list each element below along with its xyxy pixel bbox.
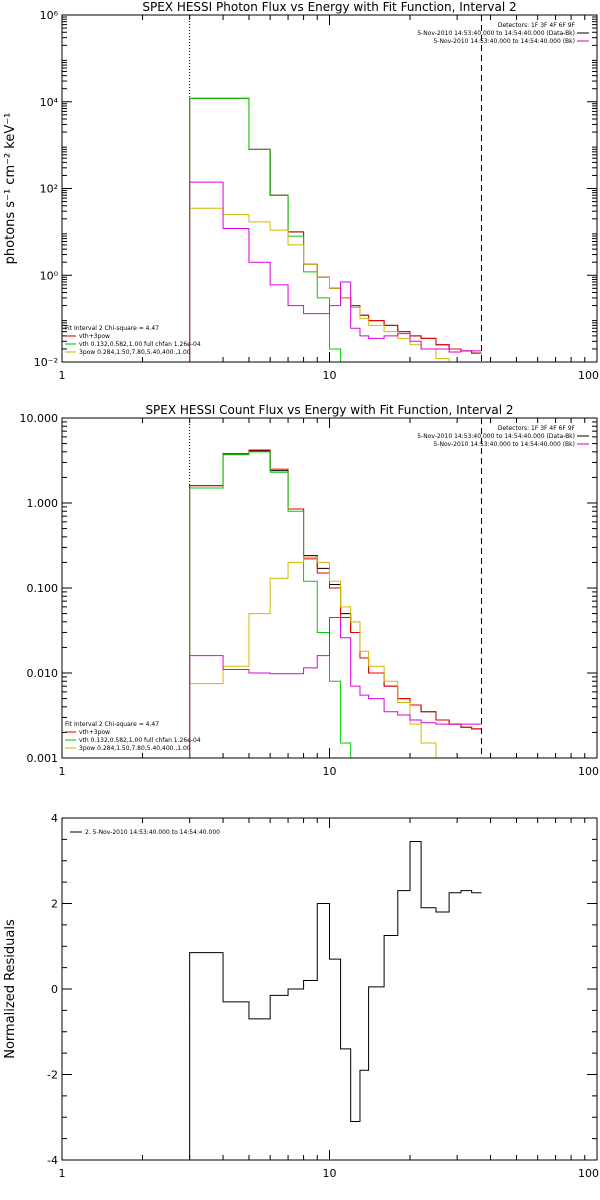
y-tick-label: 1.000 [27, 497, 59, 510]
y-tick-label: 10⁰ [40, 269, 59, 282]
legend-bottom-left-text: vth 0.132,0.582,1.00 full chfan 1.26e-04 [79, 341, 201, 348]
x-tick-label: 1 [59, 1167, 66, 1180]
legend-top-right-text: 5-Nov-2010 14:53:40.000 to 14:54:40.000 … [433, 38, 575, 45]
count-flux-panel: SPEX HESSI Count Flux vs Energy with Fit… [20, 403, 600, 778]
y-axis-label: Normalized Residuals [3, 919, 18, 1059]
y-tick-label: 10⁻² [34, 356, 58, 369]
y-tick-label: 4 [51, 812, 58, 825]
series-1-histogram [189, 97, 482, 362]
y-tick-label: 0.100 [27, 582, 59, 595]
plot-frame [61, 817, 598, 1161]
x-tick-label: 1 [59, 765, 66, 778]
legend-bottom-left-text: 3pow 0.284,1.50,7.80,5.40,400.,1.00 [79, 349, 191, 356]
series-2-histogram [189, 451, 352, 758]
series-4-histogram [189, 616, 482, 758]
x-tick-label: 1 [59, 369, 66, 382]
y-axis-label: photons s⁻¹ cm⁻² keV⁻¹ [3, 113, 18, 265]
legend-bottom-left-text: Fit Interval 2 Chi-square = 4.47 [65, 721, 159, 728]
legend-bottom-left-text: vth+3pow [79, 729, 110, 736]
y-tick-label: 0.001 [27, 752, 59, 765]
x-tick-label: 100 [578, 369, 599, 382]
y-tick-label: 10⁴ [40, 96, 59, 109]
y-tick-label: -2 [47, 1069, 58, 1082]
y-tick-label: 10⁶ [40, 9, 59, 22]
y-tick-label: -4 [47, 1154, 58, 1167]
series-4-histogram [189, 181, 482, 362]
plot-frame [61, 14, 598, 363]
x-tick-label: 100 [578, 765, 599, 778]
legend-bottom-left-text: Fit Interval 2 Chi-square = 4.47 [65, 325, 159, 332]
series-0-histogram [189, 97, 482, 362]
legend-bottom-left-text: vth+3pow [79, 333, 110, 340]
x-tick-label: 10 [323, 369, 337, 382]
y-tick-label: 0.010 [27, 667, 59, 680]
plot-frame [61, 417, 598, 759]
x-tick-label: 10 [323, 765, 337, 778]
chart-title: SPEX HESSI Photon Flux vs Energy with Fi… [142, 0, 516, 14]
legend-top-left-text: 2. 5-Nov-2010 14:53:40.000 to 14:54:40.0… [85, 829, 220, 836]
y-tick-label: 2 [51, 898, 58, 911]
legend-top-right-text: Detectors: 1F 3F 4F 6F 9F [498, 425, 576, 432]
series-0-histogram [189, 450, 482, 758]
plot-area [189, 841, 482, 1160]
x-tick-label: 10 [323, 1167, 337, 1180]
series-3-histogram [189, 207, 450, 362]
plot-area [189, 449, 482, 758]
y-tick-label: 0 [51, 983, 58, 996]
legend-top-right-text: 5-Nov-2010 14:53:40.000 to 14:54:40.000 … [417, 30, 575, 37]
legend-top-right-text: Detectors: 1F 3F 4F 6F 9F [498, 22, 576, 29]
legend-bottom-left-text: 3pow 0.284,1.50,7.80,5.40,400.,1.00 [79, 745, 191, 752]
series-3-histogram [189, 556, 437, 758]
photon-flux-panel: SPEX HESSI Photon Flux vs Energy with Fi… [3, 0, 599, 382]
series-0-histogram [189, 841, 482, 1160]
legend-top-right-text: 5-Nov-2010 14:53:40.000 to 14:54:40.000 … [417, 433, 575, 440]
legend-top-right-text: 5-Nov-2010 14:53:40.000 to 14:54:40.000 … [433, 441, 575, 448]
legend-bottom-left-text: vth 0.132,0.582,1.00 full chfan 1.26e-04 [79, 737, 201, 744]
chart-title: SPEX HESSI Count Flux vs Energy with Fit… [145, 403, 513, 417]
series-1-histogram [189, 449, 482, 758]
x-tick-label: 100 [578, 1167, 599, 1180]
plot-area [189, 97, 482, 362]
series-2-histogram [189, 97, 342, 362]
residuals-panel: Normalized Residuals 1 10 100 -4 -2 0 2 4 2. 5-No… [3, 812, 599, 1180]
y-tick-label: 10.000 [20, 412, 59, 425]
y-tick-label: 10² [40, 183, 58, 196]
